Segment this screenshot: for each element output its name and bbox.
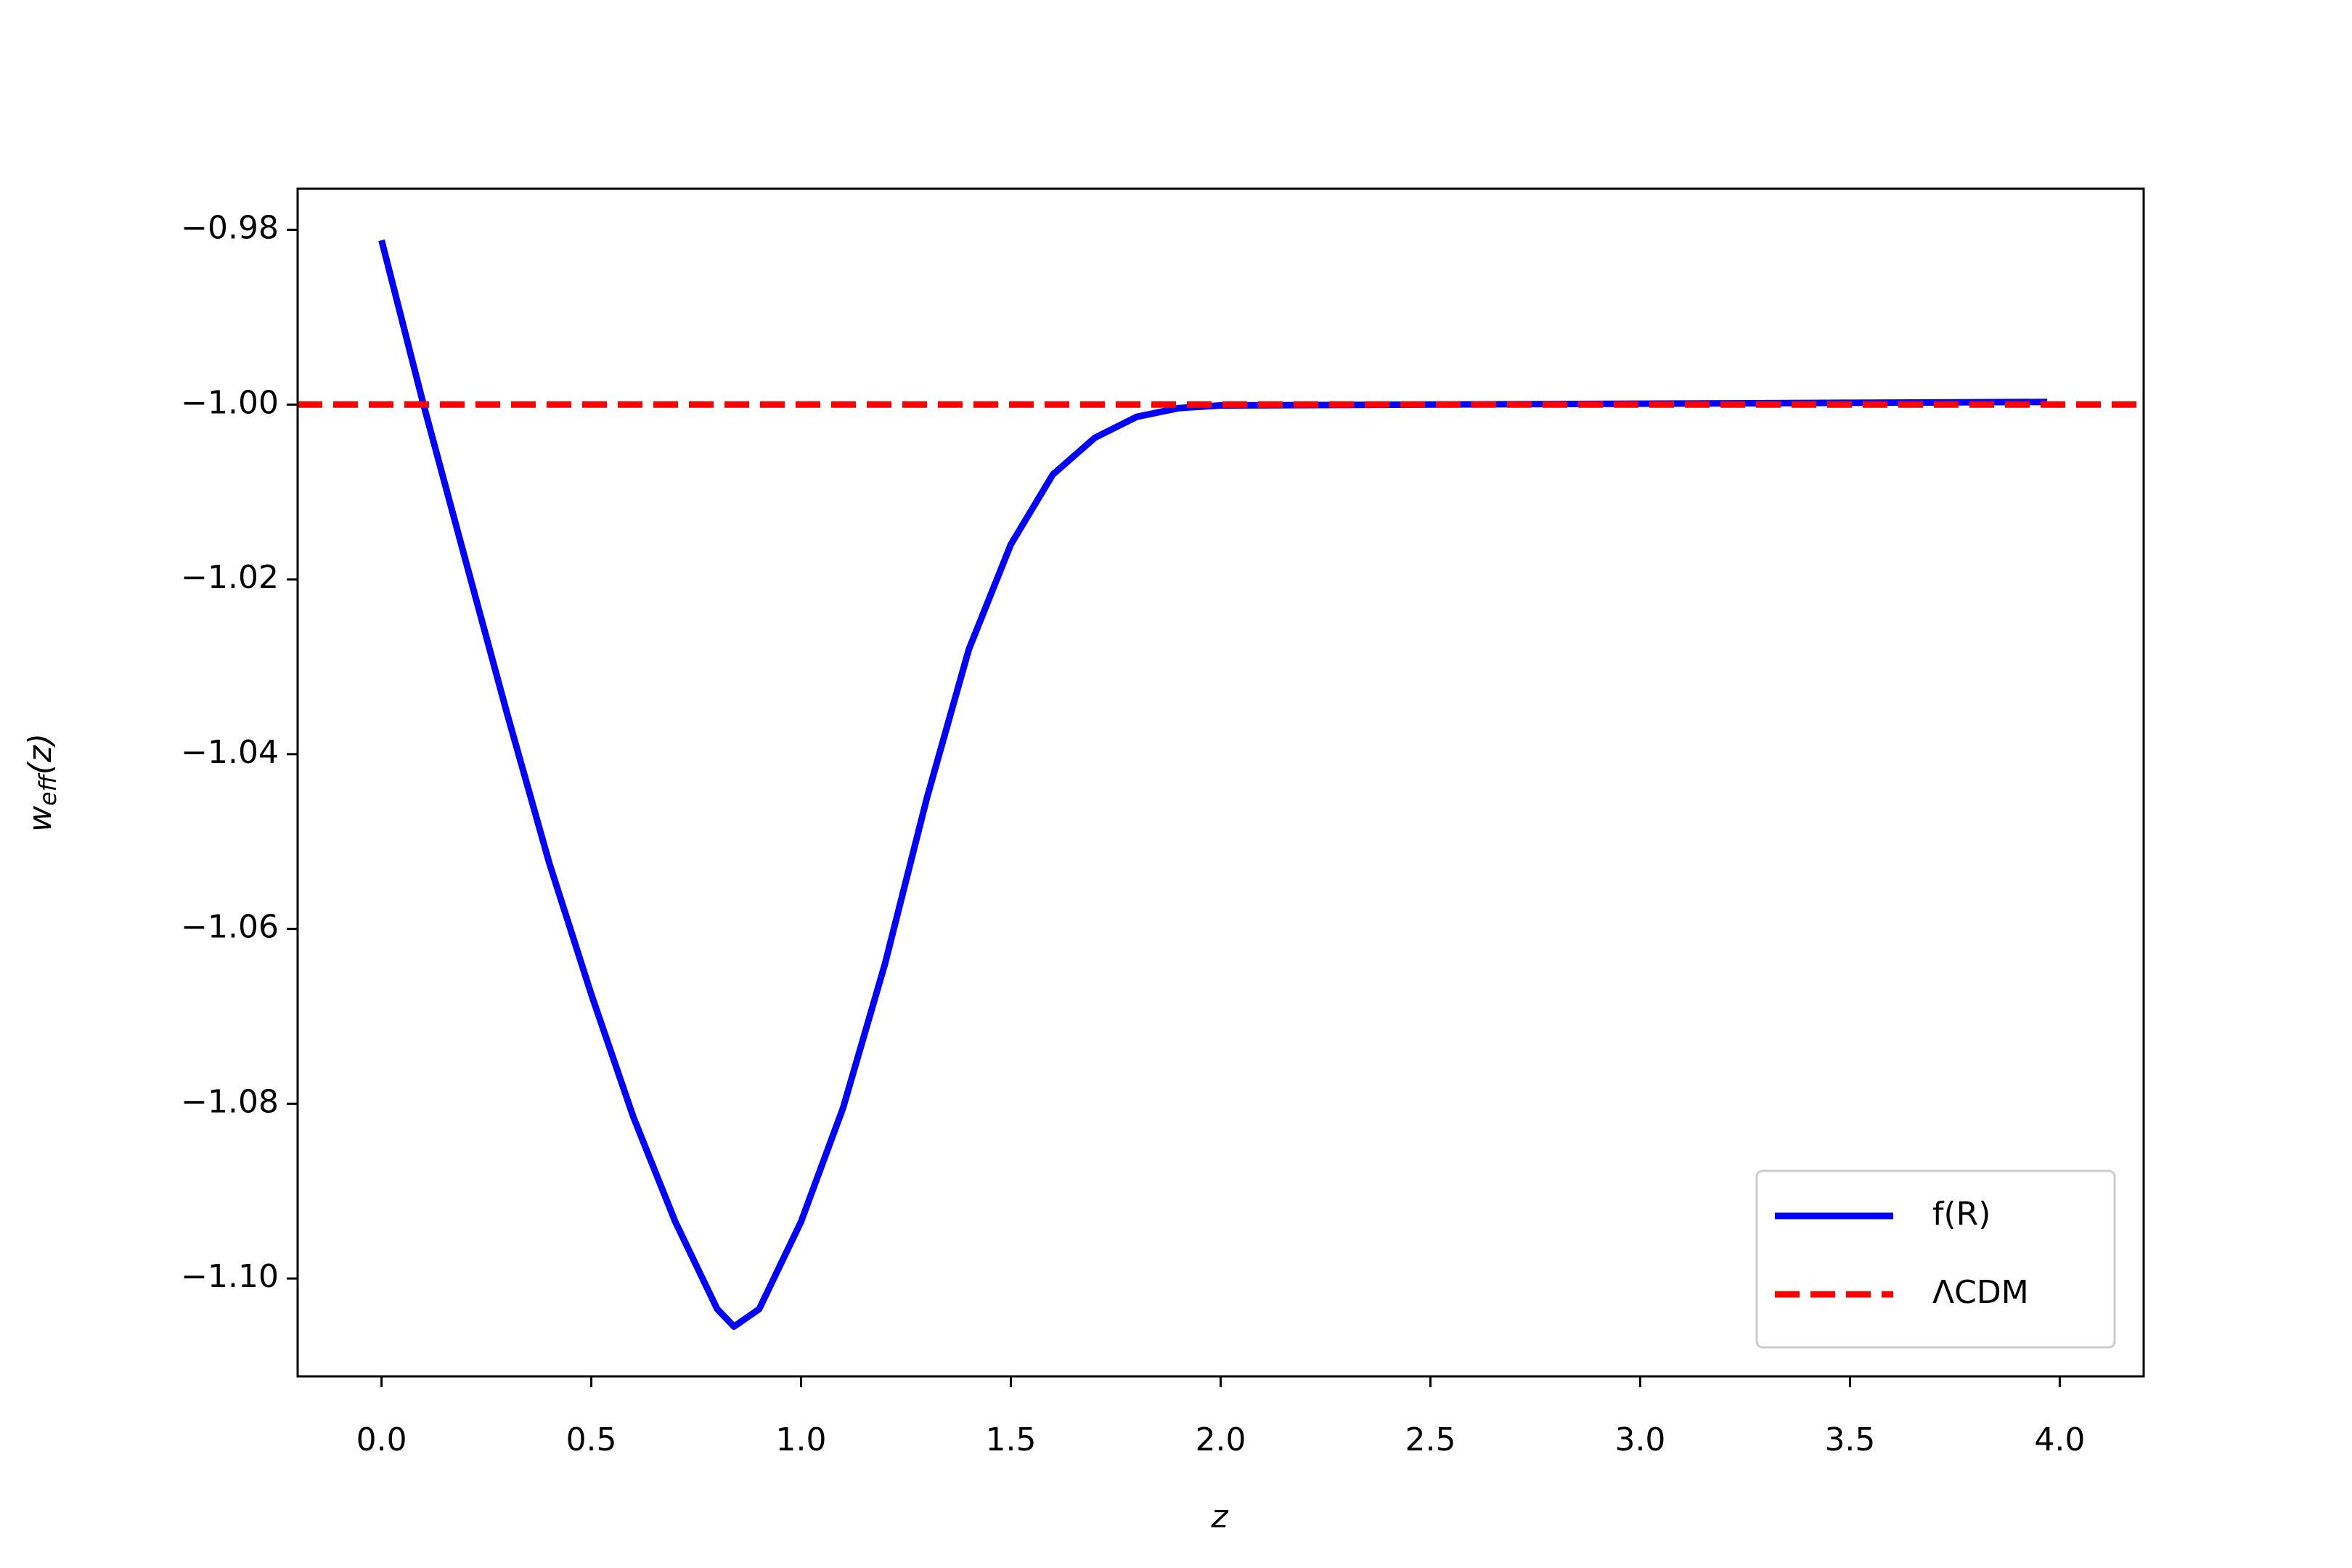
x-tick-label: 2.0: [1196, 1421, 1246, 1458]
x-tick-label: 2.5: [1405, 1421, 1455, 1458]
y-tick-label: −1.06: [181, 909, 279, 946]
y-tick-label: −1.00: [181, 384, 279, 421]
y-tick-label: −1.04: [181, 734, 279, 771]
x-tick-label: 1.0: [776, 1421, 827, 1458]
legend-label: ΛCDM: [1932, 1274, 2029, 1311]
x-tick-label: 1.5: [986, 1421, 1037, 1458]
y-tick-label: −0.98: [181, 210, 279, 247]
data-line: [378, 239, 2048, 1330]
y-tick-label: −1.10: [181, 1258, 279, 1295]
y-tick-label: −1.02: [181, 559, 279, 596]
y-label-base: w: [22, 805, 59, 832]
x-tick-label: 0.5: [566, 1421, 617, 1458]
x-tick-label: 4.0: [2034, 1421, 2085, 1458]
plot-frame: [296, 187, 2145, 1378]
x-axis-label: z: [1210, 1498, 1228, 1535]
legend-label: f(R): [1932, 1196, 1990, 1233]
x-tick-label: 0.0: [356, 1421, 407, 1458]
y-label-sub: eff: [34, 772, 62, 806]
x-tick-label: 3.0: [1614, 1421, 1665, 1458]
y-label-rest: (z): [22, 733, 59, 775]
y-tick-label: −1.08: [181, 1083, 279, 1120]
x-tick-label: 3.5: [1824, 1421, 1875, 1458]
y-axis-label: weff(z): [22, 733, 62, 832]
